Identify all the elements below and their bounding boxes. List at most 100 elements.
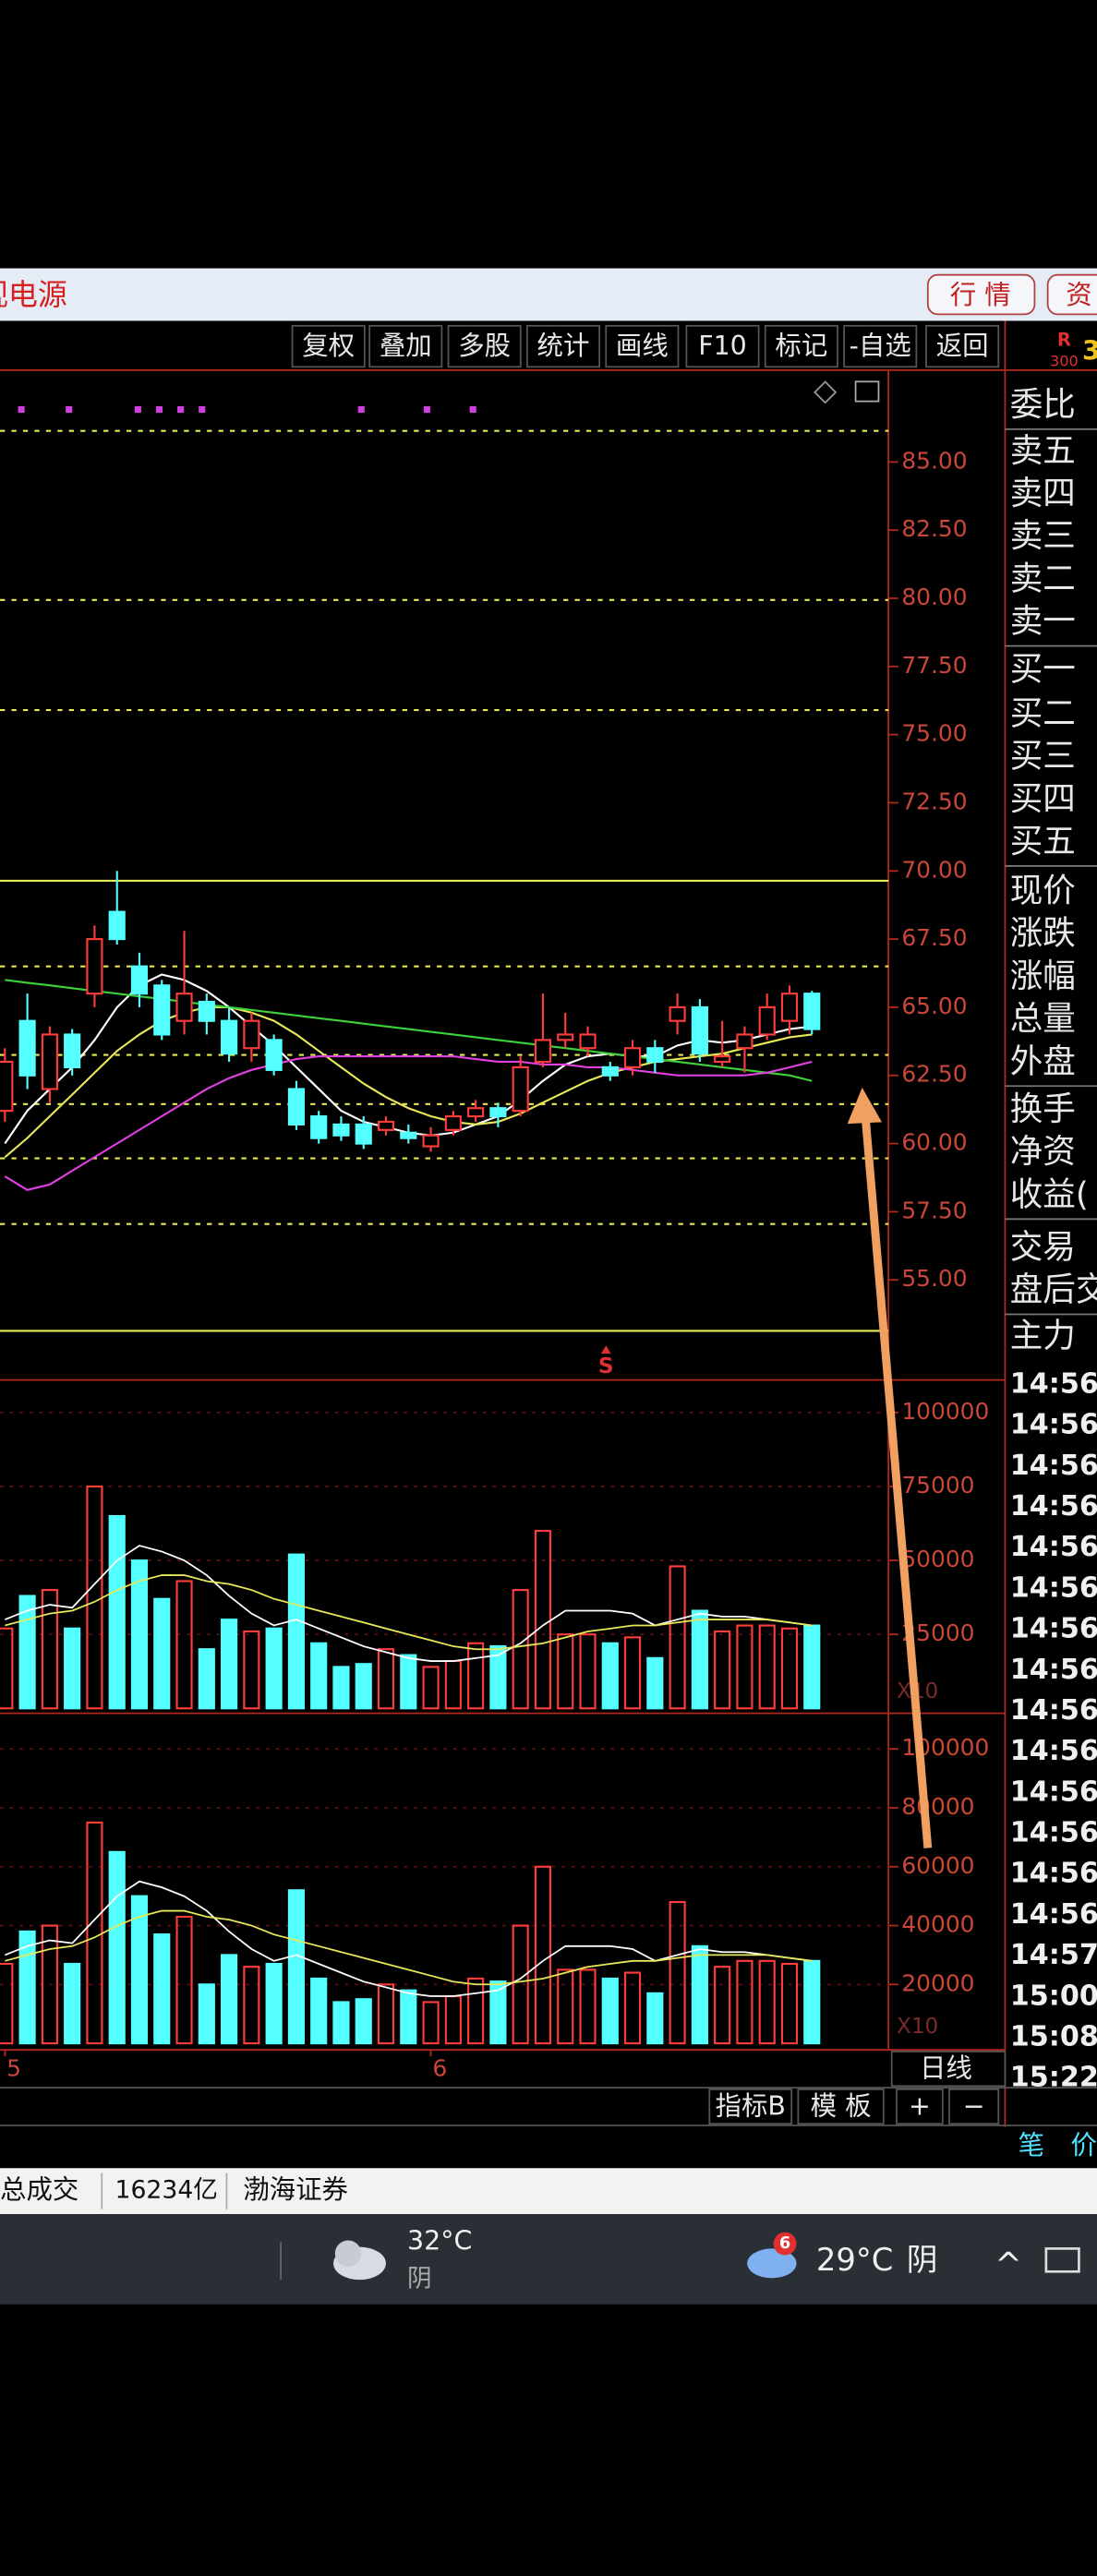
candle-body	[108, 910, 126, 941]
quote-button-label[interactable]: 行 情	[950, 280, 1011, 310]
toolbar-button[interactable]	[368, 324, 443, 368]
volume-bar	[489, 1980, 507, 2045]
volume-bar	[265, 1627, 283, 1710]
candle-body	[714, 1055, 731, 1064]
tool-button[interactable]	[896, 2088, 944, 2125]
weather-temp[interactable]: 29°C	[816, 2242, 893, 2278]
trade-time: 14:56	[1010, 1654, 1097, 1686]
info-button[interactable]	[1046, 273, 1097, 316]
toolbar-button[interactable]	[843, 324, 918, 368]
toolbar-button[interactable]	[685, 324, 760, 368]
volume-bar	[489, 1644, 507, 1710]
toolbar-button[interactable]	[447, 324, 522, 368]
tab-label[interactable]: 价	[1071, 2130, 1097, 2161]
toolbar-button-label[interactable]: 叠加	[380, 331, 432, 361]
badge-value: 3	[1082, 335, 1097, 366]
window-icon[interactable]	[854, 380, 880, 403]
volume-bar	[780, 1962, 799, 2045]
candle-body	[601, 1065, 619, 1077]
tab-label[interactable]: 笔	[1019, 2130, 1044, 2161]
tool-button[interactable]	[797, 2088, 885, 2125]
volume-bar	[18, 1595, 36, 1710]
candle-body	[18, 1019, 36, 1077]
toolbar-button[interactable]	[525, 324, 601, 368]
toolbar-button-label[interactable]: -自选	[850, 331, 911, 361]
tool-button[interactable]	[708, 2088, 793, 2125]
toolbar-button-label[interactable]: F10	[698, 331, 747, 361]
quote-label: 换手	[1010, 1090, 1076, 1128]
toolbar-button-label[interactable]: 多股	[458, 331, 511, 361]
volume-bar	[243, 1966, 260, 2045]
volume-bar	[64, 1962, 81, 2045]
status-bar	[0, 2168, 1097, 2215]
toolbar-button[interactable]	[925, 324, 1000, 368]
quote-label: 卖一	[1010, 603, 1076, 641]
volume-bar	[669, 1565, 686, 1710]
volume-bar	[601, 1977, 619, 2045]
volume-bar	[780, 1627, 799, 1710]
y-tick-label: 60000	[901, 1852, 974, 1879]
weather-temp[interactable]: 32°C	[407, 2225, 472, 2256]
volume-bar	[557, 1633, 574, 1710]
volume-bar	[557, 1968, 574, 2045]
tool-button[interactable]	[948, 2088, 1000, 2125]
y-tick-label: 75000	[901, 1472, 974, 1499]
tool-button-label[interactable]: +	[909, 2090, 931, 2121]
candle-body	[332, 1123, 350, 1137]
info-button-label[interactable]: 资	[1066, 280, 1091, 310]
candle-body	[646, 1047, 664, 1064]
volume-bar	[221, 1954, 238, 2045]
toolbar-button[interactable]	[291, 324, 366, 368]
candle-body	[265, 1039, 283, 1071]
volume-bar	[467, 1642, 485, 1710]
quote-button[interactable]	[926, 273, 1036, 316]
toolbar-button[interactable]	[605, 324, 680, 368]
toolbar-button[interactable]	[764, 324, 838, 368]
quote-label: 主力	[1010, 1317, 1076, 1354]
quote-label: 现价	[1010, 872, 1076, 909]
candle-body	[623, 1047, 642, 1068]
toolbar-button-label[interactable]: 复权	[302, 331, 355, 361]
candle-body	[534, 1039, 552, 1064]
tool-button-label[interactable]: 模 板	[811, 2090, 872, 2121]
y-tick-label: 70.00	[901, 856, 967, 883]
tool-button-label[interactable]: 指标B	[716, 2090, 786, 2121]
trade-time: 14:56	[1010, 1817, 1097, 1849]
tray-icon[interactable]	[1044, 2247, 1080, 2273]
period-label[interactable]: 日线	[920, 2053, 972, 2084]
tool-button-label[interactable]: −	[963, 2090, 985, 2121]
quote-label: 交易	[1010, 1228, 1076, 1266]
toolbar-button-label[interactable]: 画线	[616, 331, 669, 361]
diamond-icon[interactable]	[814, 380, 838, 404]
signal-dot	[357, 405, 365, 414]
volume-bar	[0, 1962, 14, 2045]
toolbar-button-label[interactable]: 统计	[537, 331, 590, 361]
volume-bar	[198, 1983, 215, 2045]
volume-bar	[377, 1648, 395, 1710]
candle-body	[691, 1005, 708, 1055]
volume-bar	[601, 1642, 619, 1710]
toolbar-button-label[interactable]: 返回	[936, 331, 989, 361]
volume-bar	[400, 1654, 417, 1710]
toolbar-button-label[interactable]: 标记	[775, 331, 827, 361]
volume-bar	[669, 1900, 686, 2045]
y-tick-label: 85.00	[901, 447, 967, 474]
quote-label: 卖五	[1010, 432, 1076, 470]
weather-cond[interactable]: 阴	[907, 2242, 938, 2278]
y-tick-label: 80.00	[901, 584, 967, 610]
status-value: 16234亿	[115, 2176, 217, 2205]
candle-body	[736, 1033, 753, 1050]
badge-bottom: 300	[1050, 352, 1079, 369]
volume-average-line	[5, 1545, 813, 1662]
weather-cond[interactable]: 阴	[407, 2265, 432, 2293]
period-button[interactable]	[890, 2051, 1007, 2088]
y-tick-label: 50000	[901, 1546, 974, 1572]
signal-dot	[199, 405, 206, 414]
tray-caret[interactable]: ^	[995, 2246, 1022, 2284]
trade-time: 14:56	[1010, 1776, 1097, 1808]
volume-bar	[646, 1992, 664, 2045]
signal-arrow	[600, 1345, 611, 1354]
